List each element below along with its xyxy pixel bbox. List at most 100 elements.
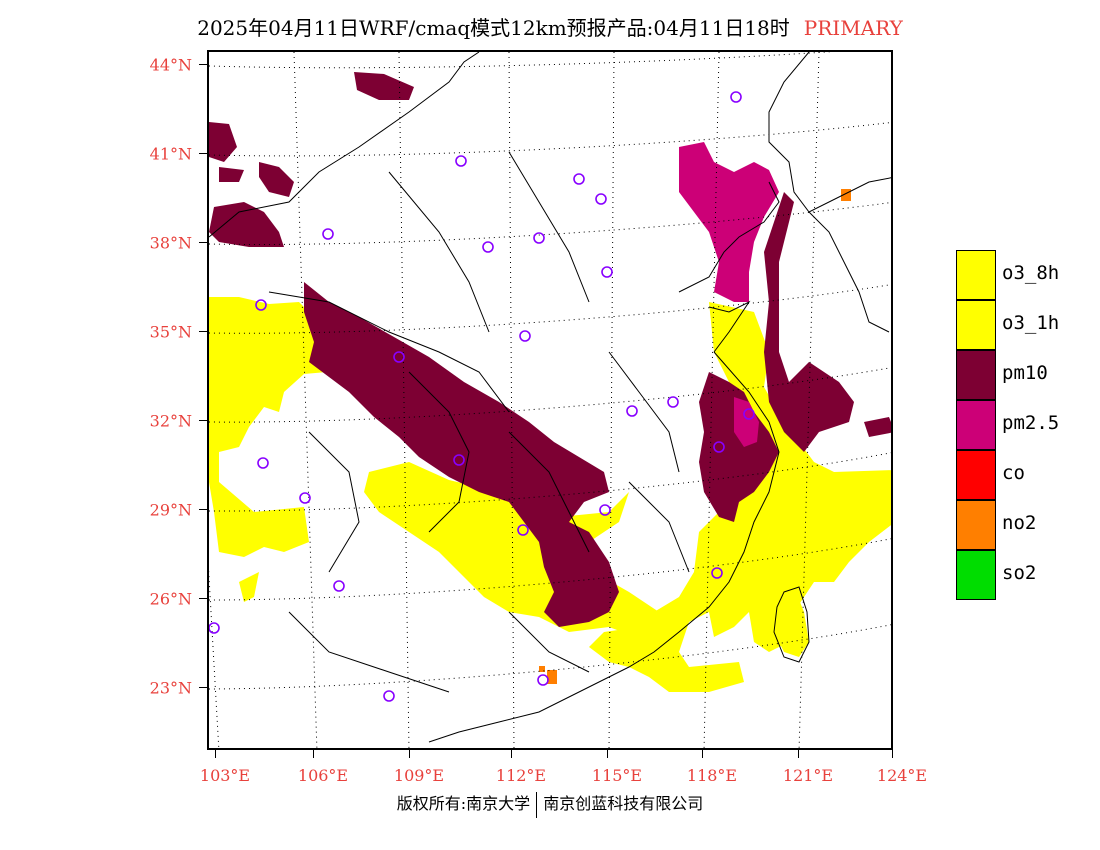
lat-tick <box>199 687 207 688</box>
pm10-area-northeast <box>764 192 854 452</box>
korea-coast <box>808 211 890 333</box>
pm10-area-sea <box>864 417 891 437</box>
copyright-owner: 版权所有:南京大学 <box>396 794 531 813</box>
lon-label-103: 103°E <box>199 766 251 785</box>
legend-label: o3_1h <box>1002 312 1060 334</box>
graticule <box>209 52 891 748</box>
legend-swatch <box>956 550 996 600</box>
pm25-area-east <box>734 397 759 447</box>
o3-area-taiwan <box>774 587 809 657</box>
station-marker <box>322 228 334 240</box>
legend-swatch <box>956 350 996 400</box>
lat-label-41: 41°N <box>149 144 192 164</box>
parallel-38 <box>209 202 891 245</box>
lon-tick <box>409 750 410 758</box>
meridian-118 <box>703 52 720 748</box>
footer-divider <box>536 791 538 818</box>
lat-tick <box>199 242 207 243</box>
no2-patch-sea <box>841 189 851 201</box>
meridian-115 <box>608 52 615 748</box>
lat-label-38: 38°N <box>149 233 192 253</box>
station-marker <box>455 155 467 167</box>
province-lines <box>268 151 690 693</box>
o3-area-west <box>209 297 334 557</box>
lat-label-29: 29°N <box>149 500 192 520</box>
lon-label-109: 109°E <box>393 766 445 785</box>
lon-tick <box>607 750 608 758</box>
lon-tick <box>313 750 314 758</box>
legend-label: pm10 <box>1002 362 1048 384</box>
lat-tick <box>199 509 207 510</box>
lon-tick <box>511 750 512 758</box>
pm25-area-north <box>679 142 779 302</box>
lon-tick <box>215 750 216 758</box>
legend-label: pm2.5 <box>1002 412 1060 434</box>
parallel-44 <box>209 52 834 69</box>
lat-label-23: 23°N <box>149 678 192 698</box>
station-marker <box>595 193 607 205</box>
pm10-area-east <box>699 372 779 522</box>
legend-label: no2 <box>1002 512 1037 534</box>
copyright-footer: 版权所有:南京大学 南京创蓝科技有限公司 <box>0 790 1100 818</box>
station-marker <box>711 567 723 579</box>
lon-label-118: 118°E <box>686 766 738 785</box>
pm10-area-central <box>304 282 619 627</box>
station-marker <box>519 330 531 342</box>
lon-label-112: 112°E <box>495 766 547 785</box>
parallel-23 <box>209 624 891 690</box>
legend-swatch <box>956 400 996 450</box>
coastline-east <box>428 351 780 743</box>
legend-swatch <box>956 500 996 550</box>
no2-patch-south2 <box>539 666 545 672</box>
lat-tick <box>199 598 207 599</box>
parallel-32 <box>209 367 891 423</box>
meridian-121 <box>798 52 820 748</box>
lon-label-106: 106°E <box>297 766 349 785</box>
station-marker <box>257 457 269 469</box>
map-title: 2025年04月11日WRF/cmaq模式12km预报产品:04月11日18时 P… <box>0 12 1100 41</box>
coastline-bohai <box>678 181 780 293</box>
lat-label-44: 44°N <box>149 55 192 75</box>
primary-tag: PRIMARY <box>803 16 903 40</box>
national-border-northeast <box>768 52 891 213</box>
pollution-layer <box>209 72 891 692</box>
meridian-106 <box>293 52 318 748</box>
legend-swatch <box>956 250 996 300</box>
station-marker <box>573 173 585 185</box>
station-marker <box>533 232 545 244</box>
station-marker <box>482 241 494 253</box>
station-marker <box>299 492 311 504</box>
lat-label-26: 26°N <box>149 589 192 609</box>
o3-area-west2 <box>239 572 259 602</box>
copyright-company: 南京创蓝科技有限公司 <box>543 794 704 813</box>
title-text: 2025年04月11日WRF/cmaq模式12km预报产品:04月11日18时 <box>197 16 790 40</box>
lat-tick <box>199 331 207 332</box>
parallel-26 <box>209 538 891 601</box>
station-marker <box>255 299 267 311</box>
coastline-shandong <box>708 300 751 353</box>
parallel-41 <box>209 121 891 157</box>
boundaries <box>209 52 891 743</box>
station-marker <box>743 408 755 420</box>
station-marker <box>713 441 725 453</box>
legend-label: so2 <box>1002 562 1037 584</box>
legend-swatch <box>956 450 996 500</box>
pm10-area-misc1 <box>219 167 244 182</box>
station-marker <box>209 622 220 634</box>
station-marker <box>730 91 742 103</box>
lat-tick <box>199 64 207 65</box>
lat-label-32: 32°N <box>149 411 192 431</box>
lat-tick <box>199 420 207 421</box>
lon-label-121: 121°E <box>782 766 834 785</box>
national-border-north <box>209 52 480 238</box>
pm10-area-nw2 <box>209 202 284 247</box>
monitoring-stations <box>209 91 755 702</box>
map-canvas <box>209 52 891 748</box>
meridian-109 <box>398 52 410 748</box>
station-marker <box>599 504 611 516</box>
forecast-map <box>207 50 893 750</box>
station-marker <box>517 524 529 536</box>
no2-patch-south <box>547 670 557 684</box>
station-marker <box>333 580 345 592</box>
lat-tick <box>199 153 207 154</box>
